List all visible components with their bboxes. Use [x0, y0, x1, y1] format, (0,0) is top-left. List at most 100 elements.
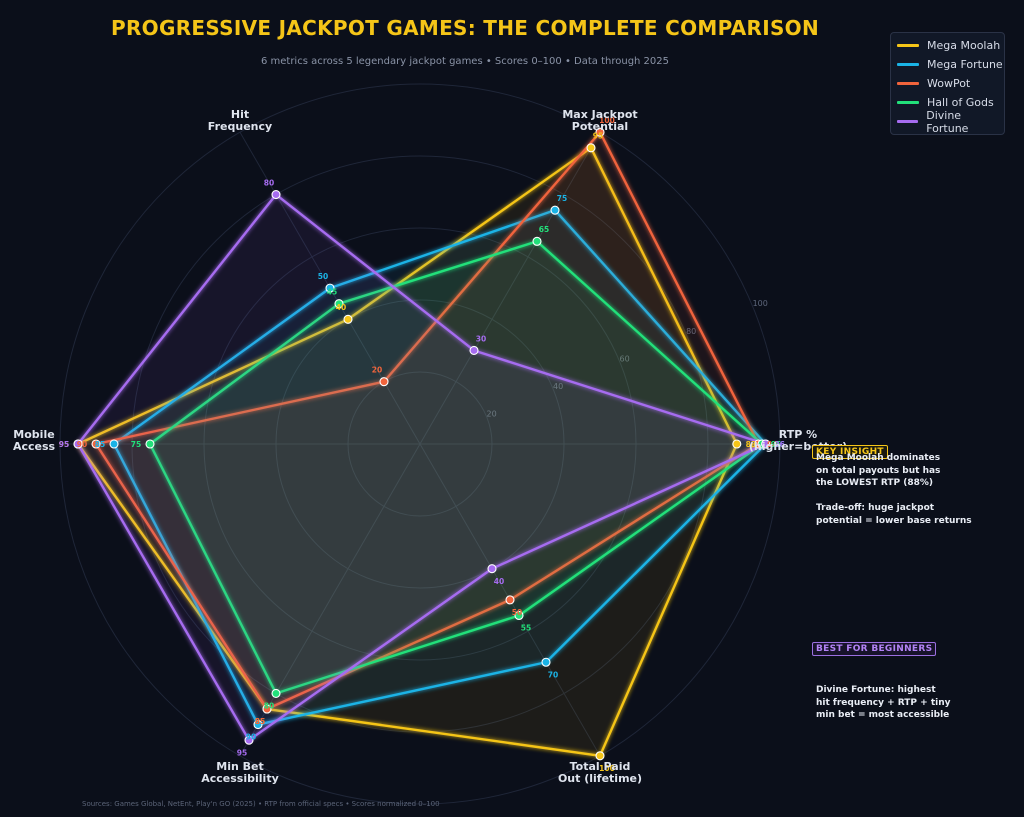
axis-label-3: Mobile Access — [13, 428, 56, 453]
data-point-mega-moolah — [595, 751, 605, 761]
key-insight-badge: KEY INSIGHT — [812, 445, 888, 459]
legend-swatch — [897, 101, 919, 104]
data-label-wowpot: 20 — [372, 366, 382, 375]
legend-item-wowpot: WowPot — [891, 74, 1004, 93]
series-area-mega-fortune — [114, 210, 766, 725]
data-label-hall-of-gods: 55 — [521, 624, 531, 633]
grid-spoke-4 — [239, 443, 421, 757]
data-point-mega-moolah — [343, 314, 353, 324]
legend-swatch — [897, 44, 919, 47]
data-label-mega-fortune: 90 — [246, 733, 256, 742]
data-label-wowpot: 94 — [767, 440, 777, 449]
legend-item-divine-fortune: Divine Fortune — [891, 109, 1004, 135]
legend-label: Mega Moolah — [927, 39, 1001, 52]
radial-tick-label: 80 — [686, 327, 696, 336]
chart-legend: Mega Moolah Mega Fortune WowPot Hall of God… — [890, 32, 1005, 135]
data-point-hall-of-gods — [271, 688, 281, 698]
series-area-wowpot — [96, 132, 759, 710]
data-point-wowpot — [379, 377, 389, 387]
data-point-mega-moolah — [586, 143, 596, 153]
best-for-beginners-text: Divine Fortune: highest hit frequency + … — [816, 685, 951, 720]
axis-label-2: Hit Frequency — [208, 108, 272, 133]
legend-label: Mega Fortune — [927, 58, 1003, 71]
legend-label: WowPot — [927, 77, 971, 90]
data-point-hall-of-gods — [532, 236, 542, 246]
axis-label-4: Min Bet Accessibility — [201, 760, 279, 785]
data-point-mega-fortune — [253, 720, 263, 730]
grid-spoke-1 — [419, 131, 601, 445]
data-label-divine-fortune: 30 — [476, 334, 486, 343]
data-point-hall-of-gods — [514, 610, 524, 621]
legend-label: Hall of Gods — [927, 96, 994, 109]
legend-swatch — [897, 82, 919, 85]
data-point-mega-fortune — [109, 439, 119, 449]
data-label-divine-fortune: 95 — [237, 748, 247, 757]
legend-item-mega-moolah: Mega Moolah — [891, 36, 1004, 55]
legend-swatch — [897, 63, 919, 66]
series-area-mega-moolah — [78, 147, 737, 756]
data-label-mega-fortune: 70 — [548, 670, 558, 679]
data-label-hall-of-gods: 75 — [131, 440, 141, 449]
data-label-mega-fortune: 85 — [95, 440, 105, 449]
series-area-hall-of-gods — [150, 241, 762, 694]
data-label-mega-moolah: 40 — [336, 303, 346, 312]
legend-item-mega-fortune: Mega Fortune — [891, 55, 1004, 74]
data-label-wowpot: 100 — [599, 116, 615, 125]
data-point-divine-fortune — [271, 190, 281, 200]
data-point-mega-fortune — [541, 657, 551, 667]
axis-label-line: RTP % — [779, 428, 817, 441]
data-point-divine-fortune — [244, 735, 254, 745]
data-point-divine-fortune — [487, 564, 497, 574]
axis-label-1: Max Jackpot Potential — [562, 108, 637, 133]
axis-label-line: Max Jackpot — [562, 108, 637, 121]
axis-label-line: Potential — [572, 120, 628, 133]
data-point-hall-of-gods — [145, 439, 155, 449]
radial-tick-label: 20 — [487, 409, 497, 418]
axis-label-line: Total Paid — [570, 760, 631, 773]
data-label-divine-fortune: 96 — [774, 440, 784, 449]
chart-subtitle: 6 metrics across 5 legendary jackpot gam… — [260, 56, 670, 67]
data-point-hall-of-gods — [334, 299, 344, 309]
data-label-mega-moolah: 95 — [593, 132, 603, 141]
chart-title: PROGRESSIVE JACKPOT GAMES: THE COMPLETE … — [111, 16, 819, 40]
data-point-divine-fortune — [73, 439, 83, 449]
data-label-mega-moolah: 95 — [59, 440, 69, 449]
sources-footer: Sources: Games Global, NetEnt, Play'n GO… — [82, 800, 440, 808]
data-label-mega-moolah: 88 — [746, 440, 756, 449]
axis-label-line: Hit — [231, 108, 249, 121]
data-point-mega-fortune — [550, 205, 560, 215]
data-label-wowpot: 85 — [255, 717, 265, 726]
radial-tick-label: 60 — [620, 354, 630, 363]
data-point-wowpot — [595, 127, 605, 137]
data-label-divine-fortune: 95 — [59, 440, 69, 449]
data-label-mega-fortune: 50 — [318, 272, 328, 281]
axis-label-5: Total Paid Out (lifetime) — [558, 760, 642, 785]
key-insight-text: Mega Moolah dominates on total payouts b… — [816, 453, 972, 526]
data-point-mega-fortune — [325, 283, 335, 293]
data-point-wowpot — [91, 439, 101, 449]
axis-label-line: Frequency — [208, 120, 272, 133]
legend-label: Divine Fortune — [926, 108, 969, 135]
data-label-hall-of-gods: 45 — [327, 288, 337, 297]
data-label-wowpot: 50 — [512, 608, 522, 617]
data-point-divine-fortune — [761, 439, 771, 449]
data-label-mega-fortune: 96 — [774, 440, 784, 449]
data-point-mega-moolah — [732, 439, 742, 449]
data-label-mega-moolah: 85 — [255, 717, 265, 726]
data-label-hall-of-gods: 95 — [771, 440, 781, 449]
axis-label-line: Mobile — [13, 428, 54, 441]
data-label-divine-fortune: 80 — [264, 178, 274, 187]
data-label-mega-moolah: 100 — [599, 764, 615, 773]
series-area-divine-fortune — [78, 194, 766, 741]
data-label-mega-fortune: 75 — [557, 194, 567, 203]
data-label-wowpot: 90 — [77, 440, 87, 449]
legend-swatch — [897, 120, 919, 123]
radial-tick-label: 40 — [553, 382, 563, 391]
axis-label-line: Accessibility — [201, 772, 279, 785]
data-point-divine-fortune — [469, 345, 479, 356]
axis-label-line: Min Bet — [216, 760, 263, 773]
data-label-hall-of-gods: 65 — [539, 225, 549, 234]
radial-tick-label: 100 — [753, 299, 768, 308]
data-label-hall-of-gods: 80 — [264, 702, 274, 711]
